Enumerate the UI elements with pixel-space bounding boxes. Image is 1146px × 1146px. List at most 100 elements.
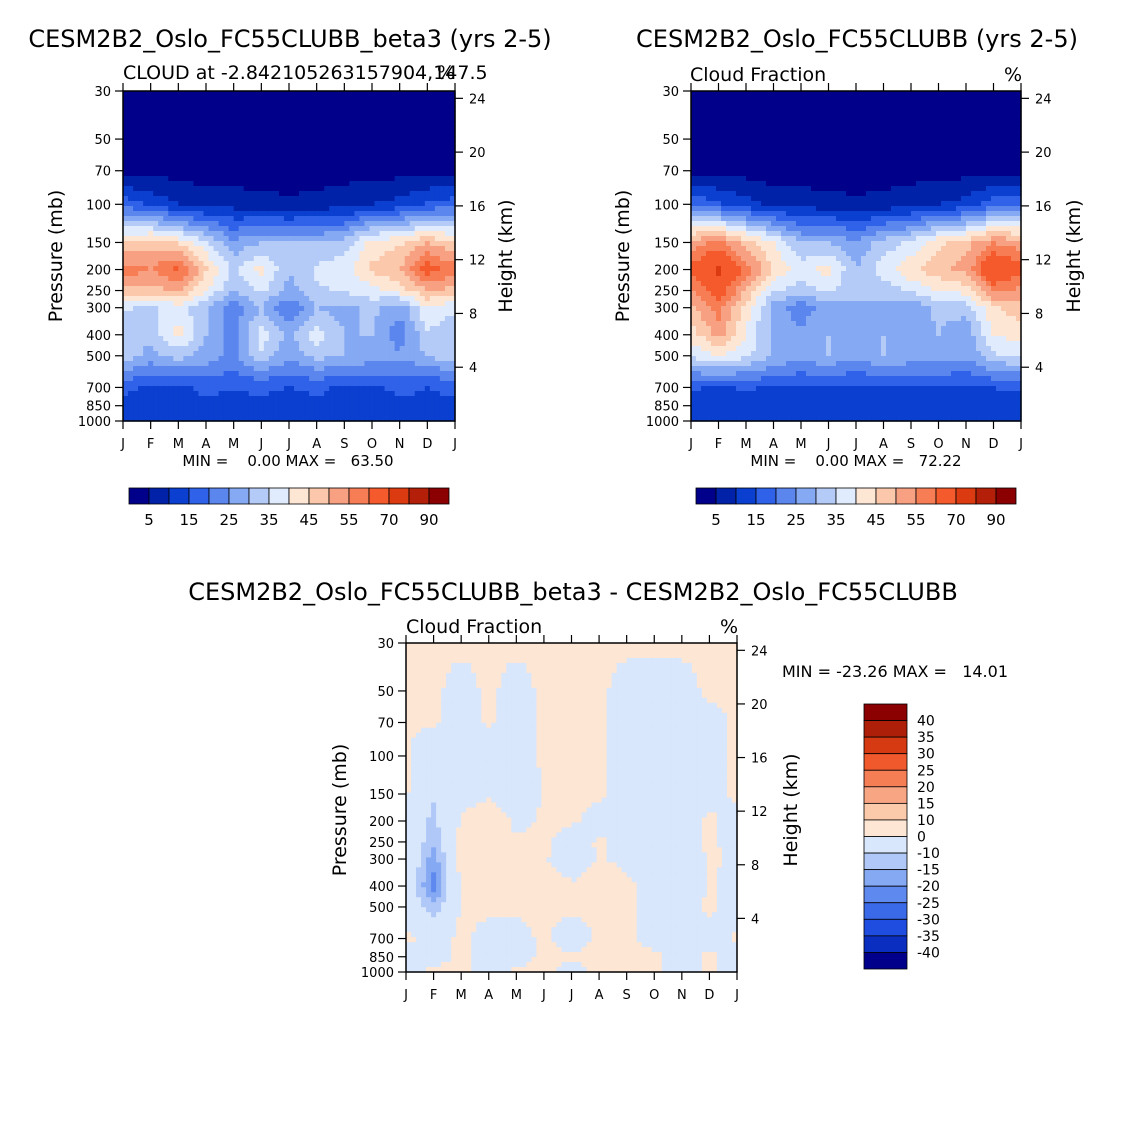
contour-cell <box>178 91 184 97</box>
contour-cell <box>238 246 245 252</box>
contour-cell <box>761 91 767 97</box>
contour-cell <box>133 236 139 242</box>
contour-cell <box>439 191 446 197</box>
contour-cell <box>364 361 371 367</box>
contour-cell <box>429 371 436 377</box>
contour-cell <box>309 276 315 282</box>
contour-cell <box>223 356 230 362</box>
contour-cell <box>213 296 220 302</box>
contour-cell <box>143 326 149 332</box>
contour-cell <box>253 316 260 322</box>
contour-cell <box>123 406 129 412</box>
contour-cell <box>158 346 164 352</box>
contour-cell <box>198 251 205 257</box>
contour-cell <box>273 346 280 352</box>
height-tick-label: 24 <box>469 92 486 107</box>
contour-cell <box>128 111 134 117</box>
contour-cell <box>268 376 275 382</box>
contour-cell <box>143 316 149 322</box>
contour-cell <box>364 126 371 132</box>
contour-cell <box>444 251 451 257</box>
contour-cell <box>736 101 742 107</box>
contour-cell <box>449 191 456 197</box>
contour-cell <box>394 296 401 302</box>
contour-cell <box>238 326 245 332</box>
contour-cell <box>198 206 205 212</box>
colorbar-box <box>248 487 270 505</box>
contour-cell <box>329 386 335 392</box>
contour-cell <box>248 131 255 137</box>
contour-cell <box>404 121 411 127</box>
contour-cell <box>404 356 411 362</box>
contour-cell <box>439 91 446 97</box>
contour-cell <box>128 301 134 307</box>
contour-cell <box>148 356 154 362</box>
contour-cell <box>334 221 340 227</box>
contour-cell <box>133 246 139 252</box>
contour-cell <box>761 111 767 117</box>
contour-cell <box>289 121 295 127</box>
contour-cell <box>128 316 134 322</box>
contour-cell <box>781 116 787 122</box>
contour-cell <box>956 121 962 127</box>
contour-cell <box>711 101 717 107</box>
contour-cell <box>344 311 350 317</box>
contour-cell <box>309 216 315 222</box>
contour-cell <box>339 261 345 267</box>
contour-cell <box>449 406 456 412</box>
contour-cell <box>268 236 275 242</box>
contour-cell <box>148 131 154 137</box>
contour-cell <box>304 326 310 332</box>
contour-cell <box>243 156 250 162</box>
contour-cell <box>178 336 184 342</box>
contour-cell <box>248 181 255 187</box>
contour-cell <box>218 196 225 202</box>
contour-cell <box>439 101 446 107</box>
contour-cell <box>173 231 179 237</box>
contour-cell <box>173 361 179 367</box>
contour-cell <box>399 341 406 347</box>
contour-cell <box>163 101 169 107</box>
contour-cell <box>344 381 350 387</box>
contour-cell <box>394 91 401 97</box>
contour-cell <box>283 226 290 232</box>
contour-cell <box>309 361 315 367</box>
contour-cell <box>766 121 772 127</box>
contour-cell <box>253 306 260 312</box>
contour-cell <box>434 381 441 387</box>
contour-cell <box>233 251 240 257</box>
contour-cell <box>218 151 225 157</box>
contour-cell <box>369 246 376 252</box>
contour-cell <box>208 256 215 262</box>
contour-cell <box>283 146 290 152</box>
contour-cell <box>158 291 164 297</box>
contour-cell <box>379 386 386 392</box>
contour-cell <box>258 306 265 312</box>
contour-cell <box>349 276 355 282</box>
contour-cell <box>128 226 134 232</box>
contour-cell <box>153 376 159 382</box>
contour-cell <box>123 251 129 257</box>
contour-cell <box>198 376 205 382</box>
contour-cell <box>198 321 205 327</box>
contour-cell <box>208 146 215 152</box>
contour-cell <box>374 396 381 402</box>
contour-cell <box>404 246 411 252</box>
contour-cell <box>213 91 220 97</box>
contour-cell <box>198 296 205 302</box>
contour-cell <box>906 96 912 102</box>
contour-cell <box>178 386 184 392</box>
contour-cell <box>309 166 315 172</box>
contour-cell <box>289 216 295 222</box>
contour-cell <box>329 376 335 382</box>
contour-cell <box>334 406 340 412</box>
contour-cell <box>203 356 210 362</box>
contour-cell <box>379 246 386 252</box>
contour-cell <box>434 406 441 412</box>
contour-cell <box>771 101 777 107</box>
contour-cell <box>153 96 159 102</box>
contour-cell <box>966 106 972 112</box>
contour-cell <box>123 331 129 337</box>
contour-cell <box>409 191 416 197</box>
contour-cell <box>344 121 350 127</box>
